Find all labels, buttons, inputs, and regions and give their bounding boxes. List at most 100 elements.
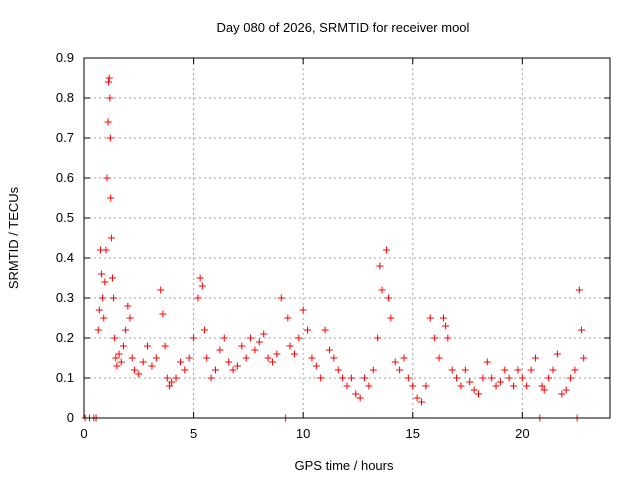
data-point (404, 374, 412, 382)
data-point (343, 382, 351, 390)
data-point (185, 354, 193, 362)
data-point (567, 374, 575, 382)
data-point (461, 366, 469, 374)
data-point (172, 374, 180, 382)
data-point (161, 342, 169, 350)
data-point (268, 358, 276, 366)
x-tick-label: 15 (406, 426, 420, 441)
data-point (374, 334, 382, 342)
data-point (229, 366, 237, 374)
data-point (176, 358, 184, 366)
y-tick-label: 0 (67, 410, 74, 425)
chart-title: Day 080 of 2026, SRMTID for receiver moo… (217, 20, 470, 35)
y-tick-label: 0.1 (56, 370, 74, 385)
data-point (286, 342, 294, 350)
data-point (523, 382, 531, 390)
data-point (264, 354, 272, 362)
grid (84, 58, 610, 418)
x-tick-label: 5 (190, 426, 197, 441)
data-point (130, 366, 138, 374)
data-point (112, 354, 120, 362)
data-point (101, 278, 109, 286)
data-point (514, 366, 522, 374)
data-point (444, 334, 452, 342)
data-point (107, 234, 115, 242)
data-point (212, 366, 219, 374)
data-point (122, 326, 130, 334)
data-point (387, 314, 395, 322)
data-point (396, 366, 404, 374)
data-point (115, 350, 123, 358)
data-point (242, 354, 250, 362)
data-point (203, 354, 211, 362)
data-point (518, 374, 526, 382)
data-point (448, 366, 456, 374)
data-point (304, 326, 312, 334)
data-point (105, 78, 113, 86)
data-point (135, 370, 143, 378)
data-point (198, 282, 206, 290)
data-point (488, 374, 496, 382)
data-point (247, 334, 255, 342)
data-point (457, 382, 465, 390)
data-point (233, 362, 241, 370)
data-point (299, 306, 307, 314)
data-point (117, 358, 125, 366)
data-point (492, 382, 500, 390)
data-point (442, 322, 450, 330)
data-point (308, 354, 316, 362)
data-point (260, 330, 268, 338)
data-point (295, 334, 303, 342)
data-point (347, 374, 355, 382)
data-point (571, 366, 579, 374)
data-point (159, 310, 167, 318)
data-point (435, 354, 443, 362)
data-point (505, 374, 513, 382)
data-point (361, 374, 369, 382)
data-point (549, 366, 557, 374)
y-tick-label: 0.3 (56, 290, 74, 305)
data-point (483, 358, 491, 366)
y-tick-label: 0.6 (56, 170, 74, 185)
data-point (238, 342, 246, 350)
data-point (139, 358, 147, 366)
data-point (538, 382, 546, 390)
data-point (105, 74, 113, 82)
data-point (431, 334, 439, 342)
data-point (111, 334, 119, 342)
data-point (378, 286, 386, 294)
data-point (321, 326, 329, 334)
data-point (365, 382, 373, 390)
data-point (422, 382, 430, 390)
data-point (273, 350, 281, 358)
data-point (148, 362, 156, 370)
data-point (470, 386, 478, 394)
data-point (545, 374, 553, 382)
y-tick-label: 0.9 (56, 50, 74, 65)
y-tick-label: 0.4 (56, 250, 74, 265)
data-point (369, 366, 377, 374)
data-point (168, 378, 176, 386)
data-point (128, 354, 136, 362)
data-points (81, 74, 588, 422)
data-point (94, 326, 102, 334)
data-point (382, 246, 390, 254)
data-point (152, 354, 160, 362)
data-point (466, 378, 474, 386)
data-point (201, 326, 209, 334)
data-point (479, 374, 487, 382)
data-point (409, 382, 417, 390)
data-point (194, 294, 202, 302)
data-point (110, 294, 118, 302)
data-point (251, 346, 259, 354)
data-point (376, 262, 384, 270)
data-point (330, 354, 338, 362)
data-point (575, 286, 583, 294)
data-point (400, 354, 408, 362)
data-point (290, 350, 298, 358)
data-point (225, 358, 233, 366)
data-point (339, 374, 347, 382)
data-point (510, 382, 518, 390)
data-point (255, 338, 263, 346)
